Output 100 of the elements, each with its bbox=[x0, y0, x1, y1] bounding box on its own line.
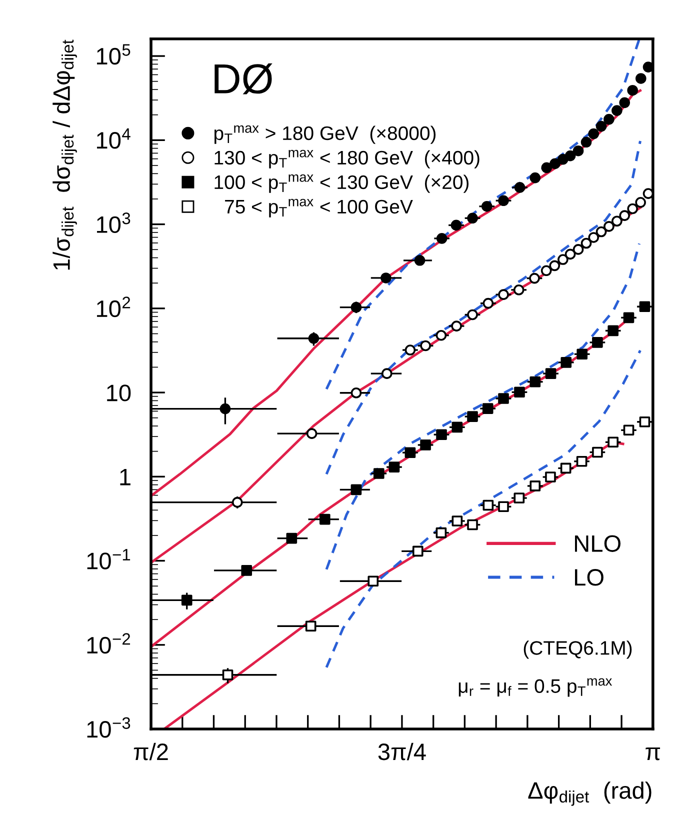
point bbox=[627, 84, 638, 96]
point bbox=[608, 325, 619, 336]
point bbox=[436, 330, 447, 341]
point bbox=[467, 519, 478, 530]
y-tick-label: 10$^{2}$ bbox=[97, 296, 130, 318]
point bbox=[545, 472, 556, 482]
y-tick-label: 10$^{−1}$ bbox=[87, 549, 130, 570]
point bbox=[381, 368, 392, 379]
point bbox=[319, 514, 330, 525]
y-tick-label: 10$^{5}$ bbox=[97, 44, 130, 65]
point bbox=[498, 393, 509, 404]
legend-label: p$_{T}$$^{max}$ > 180 GeV (×8000) bbox=[214, 125, 436, 144]
point bbox=[596, 120, 607, 132]
point bbox=[514, 492, 525, 504]
point bbox=[452, 516, 463, 526]
point bbox=[639, 301, 650, 312]
point bbox=[564, 150, 576, 162]
point bbox=[222, 669, 234, 680]
point bbox=[482, 403, 494, 414]
point bbox=[350, 302, 362, 313]
line-series bbox=[325, 242, 641, 571]
point bbox=[623, 424, 634, 436]
point bbox=[612, 105, 622, 116]
point bbox=[420, 340, 431, 352]
y-tick-label: 10$^{4}$ bbox=[97, 128, 130, 149]
point bbox=[420, 440, 431, 450]
point bbox=[576, 456, 588, 467]
point bbox=[529, 272, 540, 284]
line-series bbox=[325, 349, 642, 669]
point bbox=[550, 158, 560, 170]
point bbox=[467, 212, 478, 224]
point bbox=[452, 422, 463, 433]
y-axis-title: 1/σ$_{dijet}$ dσ$_{dijet}$ / dΔφ$_{dijet}$ bbox=[52, 40, 77, 270]
point bbox=[642, 62, 653, 72]
point bbox=[404, 344, 416, 356]
annotation: DØ bbox=[214, 63, 272, 94]
point bbox=[608, 436, 619, 448]
point bbox=[580, 136, 592, 148]
point bbox=[306, 428, 318, 439]
point bbox=[619, 97, 630, 108]
point bbox=[373, 468, 384, 479]
point bbox=[588, 232, 600, 243]
point bbox=[564, 248, 576, 260]
annotation: μ$_{r}$ = μ$_{f}$ = 0.5 p$_{T}$$^{max}$ bbox=[458, 678, 612, 697]
point bbox=[580, 238, 592, 249]
point bbox=[498, 501, 509, 512]
x-tick-label: π/2 bbox=[134, 742, 168, 760]
y-tick-label: 10$^{−3}$ bbox=[87, 717, 130, 738]
point bbox=[596, 226, 607, 238]
point bbox=[414, 255, 426, 266]
y-tick-label: 10$^{−2}$ bbox=[87, 633, 130, 654]
point bbox=[558, 254, 568, 265]
point bbox=[572, 244, 584, 255]
point bbox=[576, 348, 588, 360]
y-tick-label: 1 bbox=[120, 468, 130, 486]
point bbox=[308, 332, 320, 344]
point bbox=[350, 484, 362, 496]
x-tick-label: π bbox=[646, 748, 660, 760]
point bbox=[635, 196, 646, 208]
point bbox=[305, 620, 316, 632]
point bbox=[241, 565, 252, 576]
point bbox=[451, 320, 462, 332]
point bbox=[450, 220, 462, 231]
point bbox=[623, 312, 634, 324]
point bbox=[514, 182, 526, 193]
point bbox=[436, 233, 448, 244]
legend-label: LO bbox=[575, 569, 604, 586]
legend-label: 75 < p$_{T}$$^{max}$ < 100 GeV bbox=[225, 198, 413, 218]
point bbox=[560, 357, 572, 368]
legend-label: 100 < p$_{T}$$^{max}$ < 130 GeV (×20) bbox=[214, 174, 469, 193]
point bbox=[530, 172, 541, 184]
point bbox=[530, 480, 541, 492]
point bbox=[619, 210, 630, 221]
point bbox=[541, 162, 552, 174]
point bbox=[560, 462, 572, 474]
point bbox=[467, 309, 478, 320]
point bbox=[404, 447, 416, 458]
y-tick-label: 10$^{3}$ bbox=[97, 212, 130, 234]
point bbox=[604, 221, 614, 232]
point bbox=[350, 387, 362, 398]
point bbox=[530, 376, 541, 388]
point bbox=[627, 203, 638, 214]
legend-label: 130 < p$_{T}$$^{max}$ < 180 GeV (×400) bbox=[214, 150, 480, 168]
point bbox=[467, 411, 478, 422]
point bbox=[412, 546, 424, 557]
point bbox=[481, 200, 492, 212]
point bbox=[514, 386, 525, 398]
point bbox=[436, 527, 447, 538]
point bbox=[482, 298, 494, 309]
point bbox=[380, 272, 392, 284]
point bbox=[604, 114, 614, 125]
annotation: (CTEQ6.1M) bbox=[524, 640, 632, 659]
point bbox=[181, 594, 192, 606]
point bbox=[592, 337, 603, 348]
point bbox=[592, 446, 603, 458]
point bbox=[612, 216, 622, 227]
point bbox=[220, 403, 231, 414]
point bbox=[388, 462, 400, 472]
point bbox=[549, 260, 560, 272]
point bbox=[498, 289, 509, 300]
